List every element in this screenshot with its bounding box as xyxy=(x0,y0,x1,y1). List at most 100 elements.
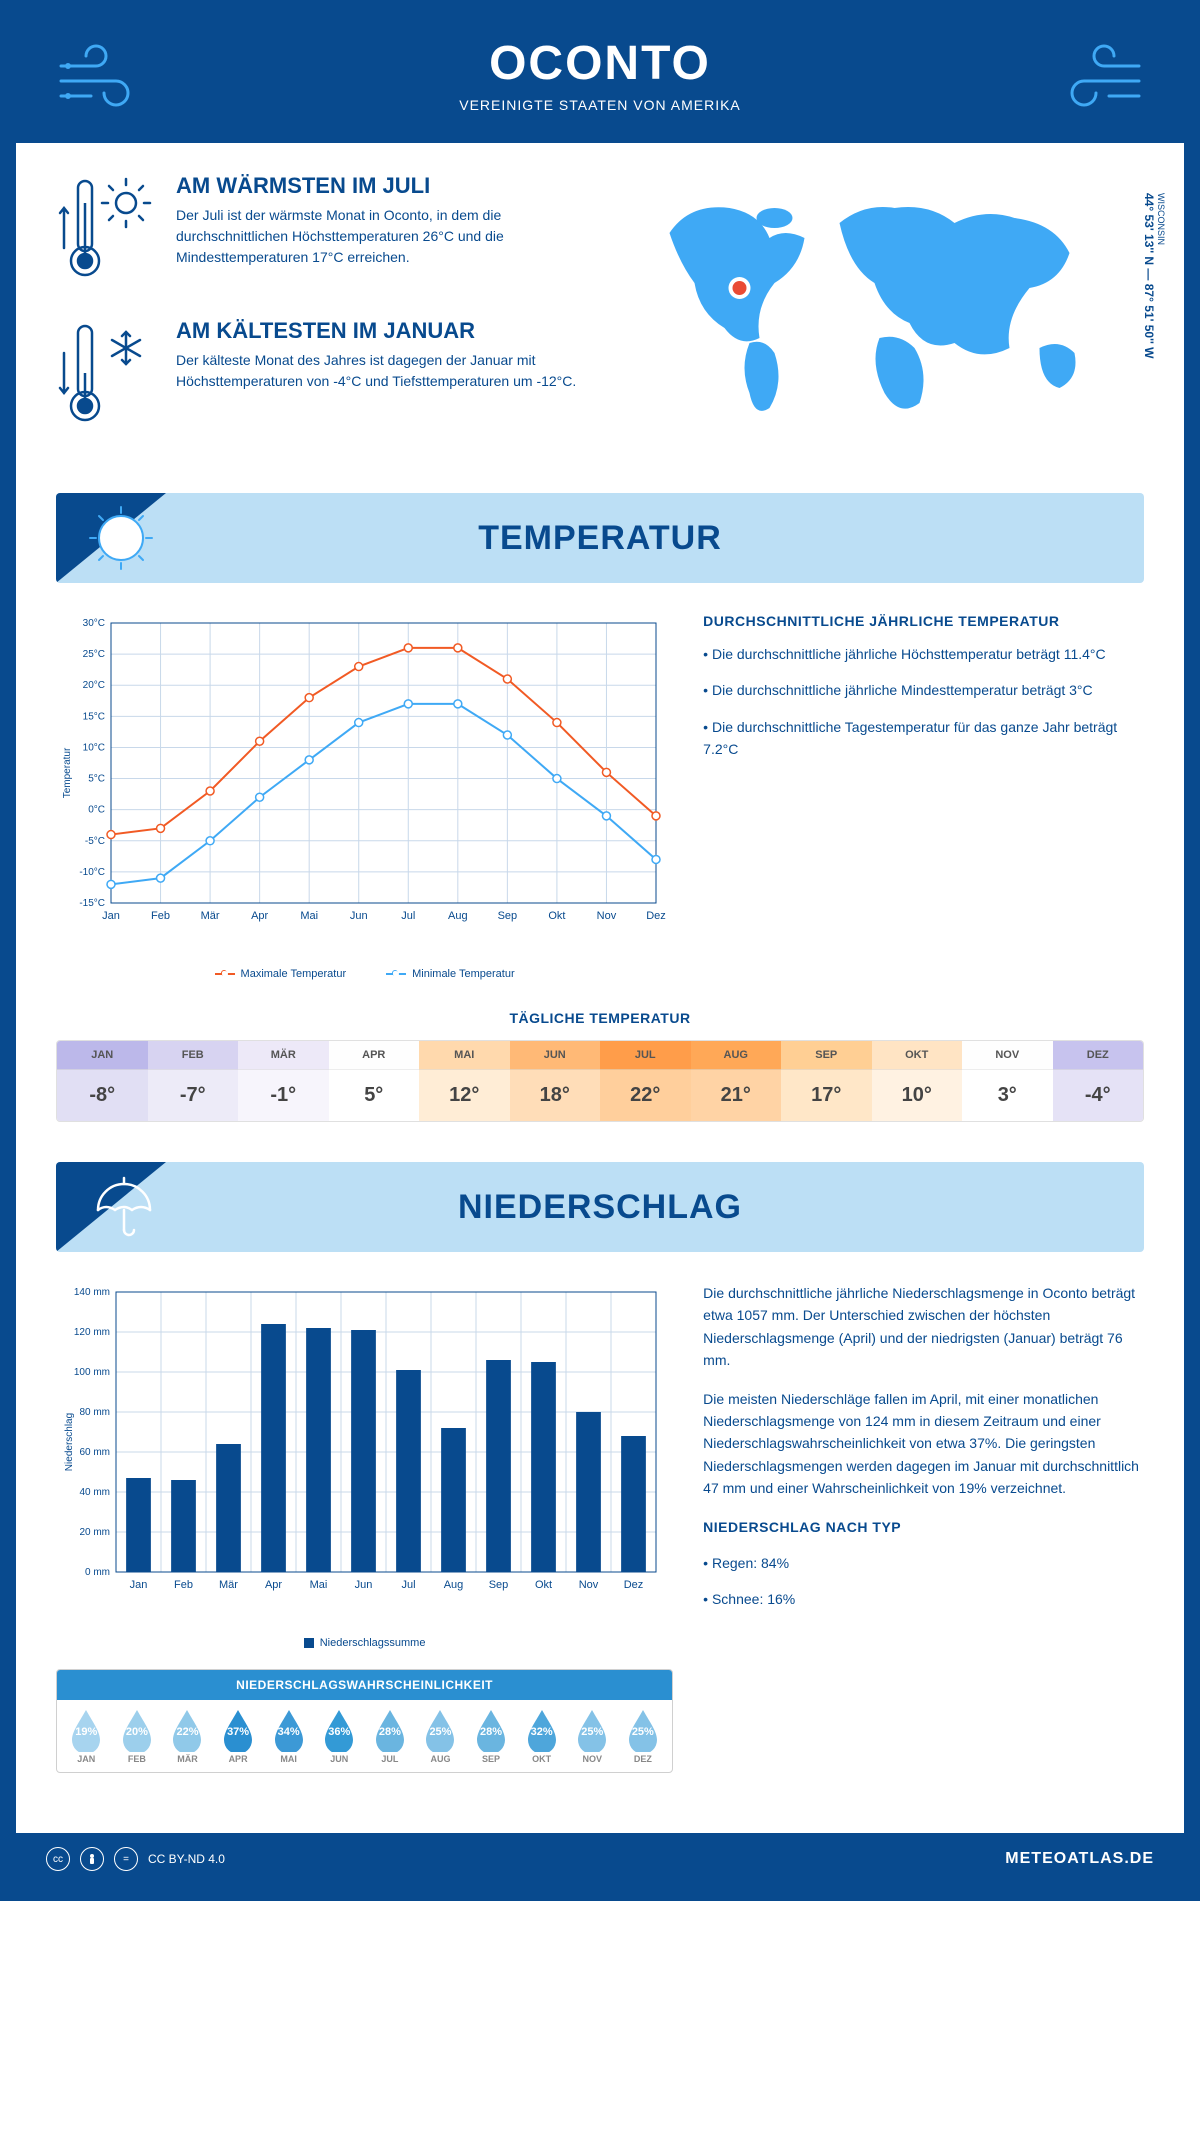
svg-text:40 mm: 40 mm xyxy=(79,1487,110,1498)
svg-text:-5°C: -5°C xyxy=(85,836,105,847)
daily-temp-cell: JUN 18° xyxy=(510,1041,601,1121)
raindrop-icon: 36% xyxy=(321,1708,357,1752)
raindrop-icon: 28% xyxy=(372,1708,408,1752)
daily-temp-cell: SEP 17° xyxy=(781,1041,872,1121)
thermometer-sun-icon xyxy=(56,173,156,288)
temp-info-item: Die durchschnittliche Tagestemperatur fü… xyxy=(703,716,1144,761)
svg-text:Nov: Nov xyxy=(597,910,617,922)
prob-cell: 37% APR xyxy=(213,1708,264,1764)
svg-text:Apr: Apr xyxy=(251,910,268,922)
precip-legend-label: Niederschlagssumme xyxy=(320,1637,426,1649)
svg-text:Jan: Jan xyxy=(102,910,120,922)
raindrop-icon: 22% xyxy=(169,1708,205,1752)
temp-legend: Maximale Temperatur Minimale Temperatur xyxy=(56,968,673,980)
svg-text:5°C: 5°C xyxy=(88,774,105,785)
raindrop-icon: 19% xyxy=(68,1708,104,1752)
content: AM WÄRMSTEN IM JULI Der Juli ist der wär… xyxy=(16,143,1184,1833)
svg-text:Aug: Aug xyxy=(444,1579,464,1591)
svg-text:Jan: Jan xyxy=(130,1579,148,1591)
temp-section-title: TEMPERATUR xyxy=(56,519,1144,558)
temp-info: DURCHSCHNITTLICHE JÄHRLICHE TEMPERATUR D… xyxy=(703,613,1144,980)
svg-text:15°C: 15°C xyxy=(83,711,105,722)
svg-text:80 mm: 80 mm xyxy=(79,1407,110,1418)
daily-temp-cell: OKT 10° xyxy=(872,1041,963,1121)
warmest-desc: Der Juli ist der wärmste Monat in Oconto… xyxy=(176,205,585,268)
svg-text:Okt: Okt xyxy=(535,1579,552,1591)
svg-text:Dez: Dez xyxy=(646,910,666,922)
svg-text:120 mm: 120 mm xyxy=(74,1327,110,1338)
daily-temp-cell: JUL 22° xyxy=(600,1041,691,1121)
svg-text:100 mm: 100 mm xyxy=(74,1367,110,1378)
temp-info-item: Die durchschnittliche jährliche Höchstte… xyxy=(703,643,1144,665)
raindrop-icon: 32% xyxy=(524,1708,560,1752)
svg-text:Mär: Mär xyxy=(219,1579,238,1591)
map-marker-icon xyxy=(733,281,747,295)
top-row: AM WÄRMSTEN IM JULI Der Juli ist der wär… xyxy=(56,173,1144,463)
svg-text:Feb: Feb xyxy=(151,910,170,922)
daily-temp-title: TÄGLICHE TEMPERATUR xyxy=(56,1010,1144,1026)
raindrop-icon: 20% xyxy=(119,1708,155,1752)
daily-temp-cell: APR 5° xyxy=(329,1041,420,1121)
prob-cell: 20% FEB xyxy=(112,1708,163,1764)
svg-text:20 mm: 20 mm xyxy=(79,1527,110,1538)
svg-text:Niederschlag: Niederschlag xyxy=(64,1413,75,1471)
legend-min: Minimale Temperatur xyxy=(412,968,515,980)
svg-text:Apr: Apr xyxy=(265,1579,282,1591)
license-text: CC BY-ND 4.0 xyxy=(148,1852,225,1866)
thermometer-snow-icon xyxy=(56,318,156,433)
svg-text:Okt: Okt xyxy=(548,910,565,922)
prob-cell: 36% JUN xyxy=(314,1708,365,1764)
raindrop-icon: 25% xyxy=(574,1708,610,1752)
prob-cell: 34% MAI xyxy=(263,1708,314,1764)
svg-text:Jun: Jun xyxy=(355,1579,373,1591)
svg-text:Aug: Aug xyxy=(448,910,468,922)
svg-text:Mai: Mai xyxy=(310,1579,328,1591)
wind-icon xyxy=(56,36,166,116)
svg-text:10°C: 10°C xyxy=(83,742,105,753)
prob-cell: 19% JAN xyxy=(61,1708,112,1764)
svg-text:Sep: Sep xyxy=(498,910,518,922)
svg-text:Mär: Mär xyxy=(201,910,220,922)
svg-text:140 mm: 140 mm xyxy=(74,1287,110,1298)
raindrop-icon: 34% xyxy=(271,1708,307,1752)
daily-temp-table: JAN -8°FEB -7°MÄR -1°APR 5°MAI 12°JUN 18… xyxy=(56,1040,1144,1122)
world-map: WISCONSIN 44° 53' 13'' N — 87° 51' 50'' … xyxy=(615,173,1144,463)
coldest-title: AM KÄLTESTEN IM JANUAR xyxy=(176,318,585,344)
daily-temp-cell: NOV 3° xyxy=(962,1041,1053,1121)
svg-text:-15°C: -15°C xyxy=(79,898,105,909)
precip-type-item: Regen: 84% xyxy=(703,1552,1144,1574)
temp-info-title: DURCHSCHNITTLICHE JÄHRLICHE TEMPERATUR xyxy=(703,613,1144,629)
infographic-container: OCONTO VEREINIGTE STAATEN VON AMERIKA xyxy=(0,0,1200,1901)
svg-text:Jul: Jul xyxy=(401,1579,415,1591)
svg-text:Sep: Sep xyxy=(489,1579,509,1591)
warmest-fact: AM WÄRMSTEN IM JULI Der Juli ist der wär… xyxy=(56,173,585,288)
svg-text:0°C: 0°C xyxy=(88,805,105,816)
svg-text:Jun: Jun xyxy=(350,910,368,922)
header: OCONTO VEREINIGTE STAATEN VON AMERIKA xyxy=(16,16,1184,143)
svg-text:Dez: Dez xyxy=(624,1579,644,1591)
precip-type-title: NIEDERSCHLAG NACH TYP xyxy=(703,1516,1144,1538)
page-subtitle: VEREINIGTE STAATEN VON AMERIKA xyxy=(16,97,1184,113)
prob-cell: 28% SEP xyxy=(466,1708,517,1764)
svg-text:Mai: Mai xyxy=(300,910,318,922)
svg-text:Jul: Jul xyxy=(401,910,415,922)
temp-line-chart: -15°C-10°C-5°C0°C5°C10°C15°C20°C25°C30°C… xyxy=(56,613,673,980)
precip-p2: Die meisten Niederschläge fallen im Apri… xyxy=(703,1388,1144,1500)
precip-bar-chart: 0 mm20 mm40 mm60 mm80 mm100 mm120 mm140 … xyxy=(56,1282,666,1622)
svg-text:20°C: 20°C xyxy=(83,680,105,691)
nd-icon: = xyxy=(114,1847,138,1871)
raindrop-icon: 25% xyxy=(625,1708,661,1752)
legend-max: Maximale Temperatur xyxy=(241,968,347,980)
daily-temp-cell: AUG 21° xyxy=(691,1041,782,1121)
warmest-title: AM WÄRMSTEN IM JULI xyxy=(176,173,585,199)
cc-icon: cc xyxy=(46,1847,70,1871)
prob-title: NIEDERSCHLAGSWAHRSCHEINLICHKEIT xyxy=(57,1670,672,1700)
coldest-fact: AM KÄLTESTEN IM JANUAR Der kälteste Mona… xyxy=(56,318,585,433)
svg-text:30°C: 30°C xyxy=(83,618,105,629)
prob-cell: 25% AUG xyxy=(415,1708,466,1764)
precip-legend: Niederschlagssumme xyxy=(56,1637,673,1649)
page-title: OCONTO xyxy=(16,36,1184,91)
daily-temp-cell: FEB -7° xyxy=(148,1041,239,1121)
prob-cell: 22% MÄR xyxy=(162,1708,213,1764)
prob-cell: 32% OKT xyxy=(516,1708,567,1764)
